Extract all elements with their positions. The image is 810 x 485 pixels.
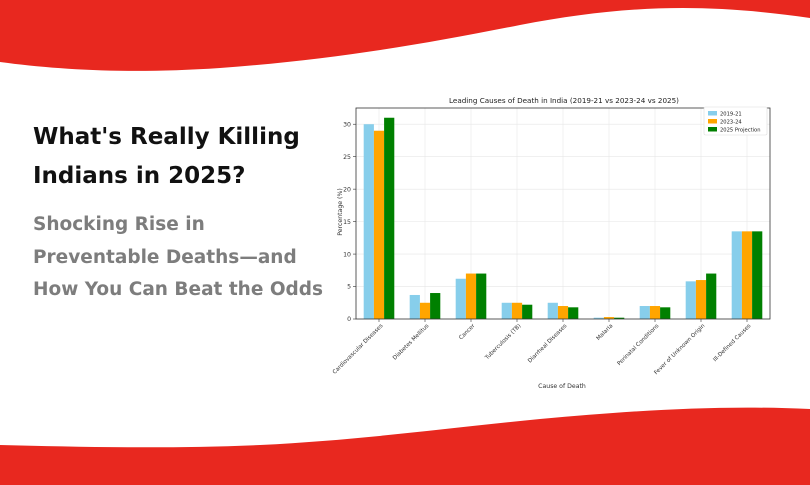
causes-of-death-bar-chart: Leading Causes of Death in India (2019-2… <box>332 96 771 390</box>
y-tick-label: 5 <box>347 284 351 291</box>
legend-swatch <box>708 111 717 116</box>
legend-label: 2023-24 <box>720 119 742 125</box>
bar <box>752 231 763 319</box>
bar <box>639 306 650 319</box>
bar <box>409 294 420 319</box>
y-axis-label: Percentage (%) <box>337 188 344 235</box>
legend-box <box>703 106 768 136</box>
y-tick-label: 30 <box>343 121 351 128</box>
subheadline: Shocking Rise in Preventable Deaths—and … <box>33 214 324 300</box>
bar <box>384 117 395 319</box>
x-tick-label: Ill-Defined Causes <box>712 323 752 363</box>
bar <box>685 281 696 319</box>
headline: What's Really Killing Indians in 2025? <box>33 124 300 189</box>
top-wave-banner <box>0 0 810 71</box>
y-tick-label: 20 <box>343 186 351 193</box>
legend-label: 2025 Projection <box>720 127 761 133</box>
bar <box>363 124 374 319</box>
chart-title: Leading Causes of Death in India (2019-2… <box>449 96 679 105</box>
bar <box>501 302 512 319</box>
bottom-wave-banner <box>0 407 810 485</box>
bar <box>593 317 604 319</box>
x-axis-label: Cause of Death <box>538 383 586 390</box>
legend-label: 2019-21 <box>720 111 742 117</box>
bar <box>706 273 717 319</box>
bar <box>649 306 661 319</box>
bar <box>547 302 558 319</box>
x-tick-label: Malaria <box>596 323 615 342</box>
bar <box>660 307 671 319</box>
bar <box>741 231 753 319</box>
bar <box>731 231 742 319</box>
x-tick-label: Perinatal Conditions <box>617 323 661 367</box>
x-tick-label: Fever of Unknown Origin <box>653 323 706 376</box>
y-tick-label: 10 <box>343 251 351 258</box>
legend-swatch <box>708 127 717 132</box>
x-tick-label: Diabetes Mellitus <box>392 323 430 361</box>
x-tick-label: Diarrheal Diseases <box>527 323 568 364</box>
x-tick-label: Tuberculosis (TB) <box>484 323 523 362</box>
bar <box>430 293 441 319</box>
bar <box>476 273 487 319</box>
bar <box>511 302 523 319</box>
bar <box>373 130 385 319</box>
bar <box>614 317 625 319</box>
x-tick-label: Cancer <box>458 323 477 342</box>
bar <box>419 302 431 319</box>
y-tick-label: 15 <box>343 219 351 226</box>
bar <box>455 278 466 319</box>
bar <box>465 273 477 319</box>
bar <box>568 307 579 319</box>
bar <box>603 317 615 319</box>
x-tick-label: Cardiovascular Diseases <box>332 323 385 376</box>
y-tick-label: 0 <box>347 316 351 323</box>
bar <box>522 304 533 319</box>
y-tick-label: 25 <box>343 154 351 161</box>
bar <box>695 280 707 319</box>
legend-swatch <box>708 119 717 124</box>
bar <box>557 306 569 319</box>
